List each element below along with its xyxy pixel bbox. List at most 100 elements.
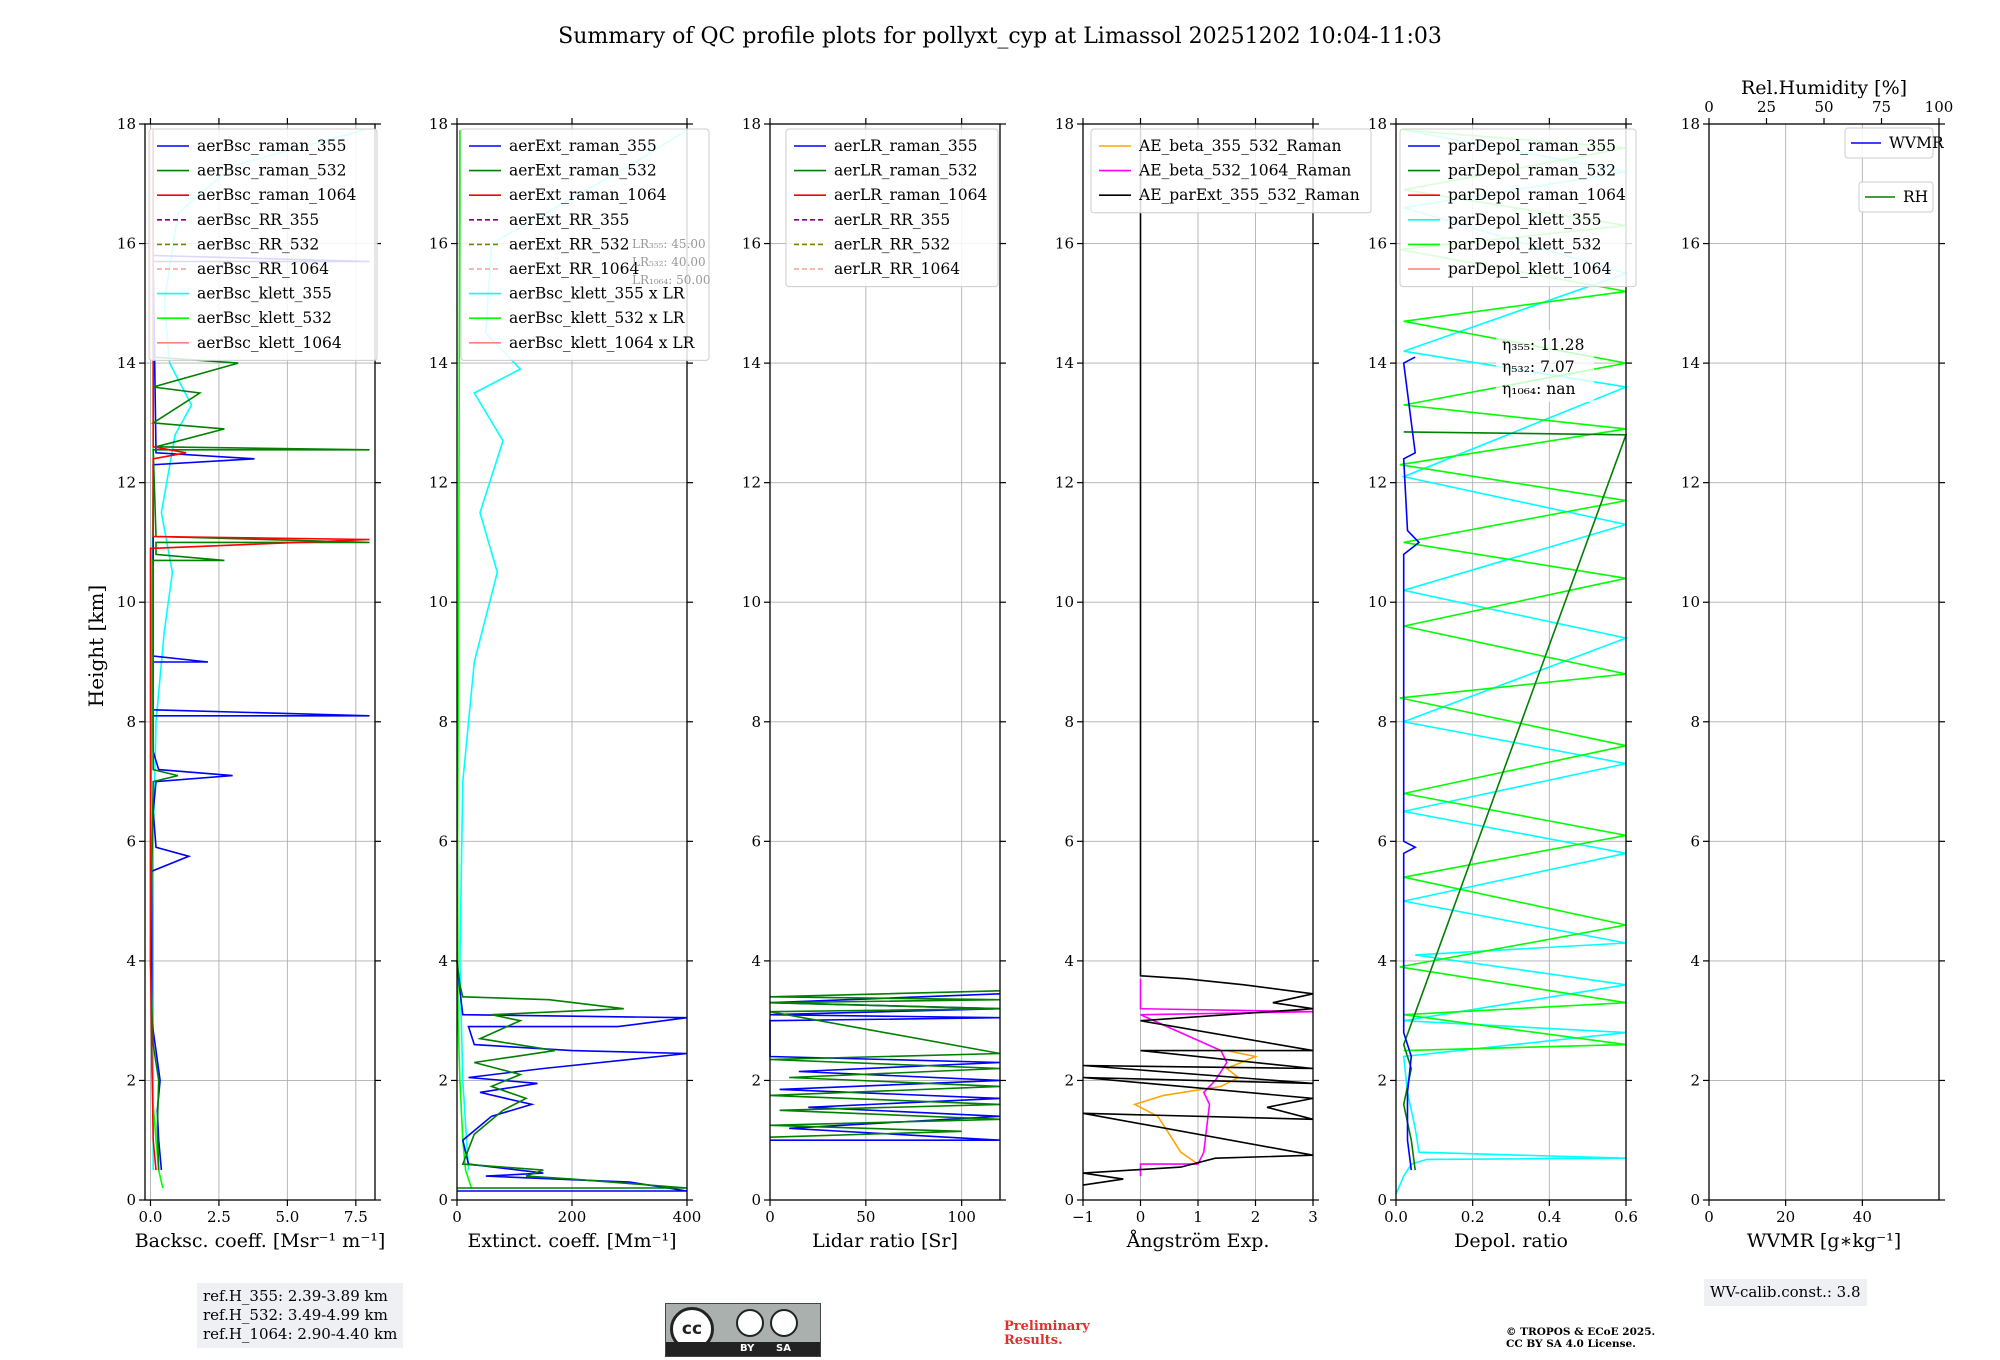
- y-tick-label: 2: [751, 1071, 761, 1089]
- eta-note-box: [1496, 330, 1594, 402]
- y-tick-label: 0: [1377, 1191, 1387, 1209]
- x2-tick-label: 100: [1925, 98, 1954, 116]
- y-tick-label: 14: [742, 354, 761, 372]
- legend-label: AE_parExt_355_532_Raman: [1138, 186, 1360, 204]
- legend-label: parDepol_raman_1064: [1448, 186, 1626, 204]
- y-tick-label: 18: [1055, 115, 1074, 133]
- lidar-ratio-note: LR₁₀₆₄: 50.00: [632, 273, 710, 287]
- x2-tick-label: 75: [1872, 98, 1891, 116]
- plot-area-frame: [1395, 123, 1627, 1201]
- y-tick-label: 8: [1377, 713, 1387, 731]
- y-tick-label: 14: [429, 354, 448, 372]
- legend: parDepol_raman_355 parDepol_raman_532 parD…: [1399, 128, 1637, 288]
- y-tick-label: 4: [1690, 952, 1700, 970]
- legend-frame: [1844, 127, 1934, 159]
- y-tick-label: 0: [751, 1191, 761, 1209]
- eta-note: η₁₀₆₄: nan: [1502, 380, 1576, 398]
- x-axis-label: Backsc. coeff. [Msr⁻¹ m⁻¹]: [135, 1230, 386, 1252]
- legend-label: aerBsc_RR_355: [197, 211, 319, 229]
- legend-label: aerBsc_klett_355 x LR: [509, 285, 686, 303]
- legend-frame: [460, 128, 710, 361]
- y-tick-label: 12: [1368, 474, 1387, 492]
- preliminary-results-note: Preliminary Results.: [1004, 1320, 1090, 1348]
- y-tick-label: 2: [438, 1071, 448, 1089]
- y-tick-label: 12: [742, 474, 761, 492]
- x-tick-label: 40: [1853, 1208, 1872, 1226]
- cc-by-sa-license-badge: cc BY SA: [665, 1303, 821, 1357]
- y-tick-label: 16: [1368, 235, 1387, 253]
- legend-label: aerBsc_raman_532: [197, 162, 347, 180]
- y-tick-label: 12: [117, 474, 136, 492]
- legend-label: aerLR_raman_1064: [834, 186, 987, 204]
- y-axis-label: Height [km]: [84, 585, 108, 707]
- ref-height-1064: ref.H_1064: 2.90-4.40 km: [203, 1325, 398, 1343]
- series-aerExt_raman_532: [456, 960, 688, 1189]
- series-aerExt_raman_355: [456, 960, 688, 1192]
- y-tick-label: 14: [117, 354, 136, 372]
- series-AE_beta_355_532_Raman: [1132, 1049, 1259, 1165]
- y-tick-label: 10: [1368, 593, 1387, 611]
- x-tick-label: 1: [1193, 1208, 1203, 1226]
- y-tick-label: 16: [1681, 235, 1700, 253]
- y-tick-label: 8: [1690, 713, 1700, 731]
- legend-label: AE_beta_355_532_Raman: [1138, 137, 1341, 155]
- legend-label: aerBsc_klett_1064: [197, 334, 342, 352]
- legend-label: aerBsc_raman_355: [197, 137, 347, 155]
- legend: WVMR RH: [1844, 127, 1945, 213]
- y-tick-label: 10: [429, 593, 448, 611]
- y-tick-label: 14: [1681, 354, 1700, 372]
- y-tick-label: 12: [1055, 474, 1074, 492]
- lidar-ratio-note: LR₅₃₂: 40.00: [632, 255, 706, 269]
- y-tick-label: 0: [1064, 1191, 1074, 1209]
- y-tick-label: 12: [1681, 474, 1700, 492]
- x-tick-label: 400: [673, 1208, 702, 1226]
- legend-label: aerLR_raman_355: [834, 137, 977, 155]
- x-tick-label: 2.5: [207, 1208, 231, 1226]
- legend: aerLR_raman_355 aerLR_raman_532 aerLR_rama…: [785, 128, 999, 288]
- legend-label: aerLR_RR_532: [834, 235, 950, 253]
- share-alike-icon: [770, 1309, 798, 1337]
- x-axis-label: Lidar ratio [Sr]: [812, 1230, 958, 1252]
- series-parDepol_klett_355: [1395, 129, 1629, 1195]
- y-tick-label: 16: [742, 235, 761, 253]
- panel-lidar_ratio: 0 2 4 6 8 10 12 14 16 18 0 50 100 Lidar ratio [Sr] aer…: [742, 115, 1006, 1252]
- y-tick-label: 18: [429, 115, 448, 133]
- y-tick-label: 4: [751, 952, 761, 970]
- legend-label: parDepol_klett_1064: [1448, 260, 1611, 278]
- preliminary-line-2: Results.: [1004, 1333, 1063, 1348]
- figure-title: Summary of QC profile plots for pollyxt_…: [558, 24, 1442, 49]
- x-tick-label: 0: [765, 1208, 775, 1226]
- panel-extinction: 0 2 4 6 8 10 12 14 16 18 0 200 400 Extinct. coeff. [M…: [429, 115, 711, 1252]
- series-parDepol_raman_532: [1402, 431, 1628, 1171]
- y-tick-label: 14: [1368, 354, 1387, 372]
- wv-calibration-box: WV-calib.const.: 3.8: [1704, 1279, 1867, 1306]
- x-tick-label: 20: [1776, 1208, 1795, 1226]
- x-tick-label: 0: [1704, 1208, 1714, 1226]
- y-tick-label: 0: [1690, 1191, 1700, 1209]
- x-tick-label: 0.6: [1614, 1208, 1638, 1226]
- y-tick-label: 8: [438, 713, 448, 731]
- panel-backscatter: 0 2 4 6 8 10 12 14 16 18 0.0 2.5 5.0 7.5 Backsc. coeff…: [117, 115, 385, 1252]
- eta-note: η₅₃₂: 7.07: [1502, 358, 1575, 376]
- x-axis-label: Extinct. coeff. [Mm⁻¹]: [467, 1230, 676, 1252]
- y-tick-label: 2: [126, 1071, 136, 1089]
- y-tick-label: 2: [1690, 1071, 1700, 1089]
- y-tick-label: 18: [1368, 115, 1387, 133]
- series-parDepol_raman_355: [1402, 356, 1421, 1171]
- y-tick-label: 16: [1055, 235, 1074, 253]
- copyright-note: © TROPOS & ECoE 2025. CC BY SA 4.0 Licen…: [1506, 1326, 1655, 1350]
- x-tick-label: 50: [856, 1208, 875, 1226]
- y-tick-label: 6: [1690, 832, 1700, 850]
- x-tick-label: 100: [947, 1208, 976, 1226]
- legend-label: aerBsc_RR_532: [197, 235, 319, 253]
- legend-frame: [1858, 181, 1934, 213]
- eta-note: η₃₅₅: 11.28: [1502, 336, 1584, 354]
- y-tick-label: 10: [742, 593, 761, 611]
- legend-label: aerLR_RR_355: [834, 211, 950, 229]
- reference-heights-box: ref.H_355: 2.39-3.89 km ref.H_532: 3.49-…: [197, 1283, 404, 1348]
- legend-label: aerBsc_klett_1064 x LR: [509, 334, 696, 352]
- plot-area-frame: [144, 123, 376, 1201]
- legend-label: AE_beta_532_1064_Raman: [1138, 162, 1351, 180]
- y-tick-label: 0: [126, 1191, 136, 1209]
